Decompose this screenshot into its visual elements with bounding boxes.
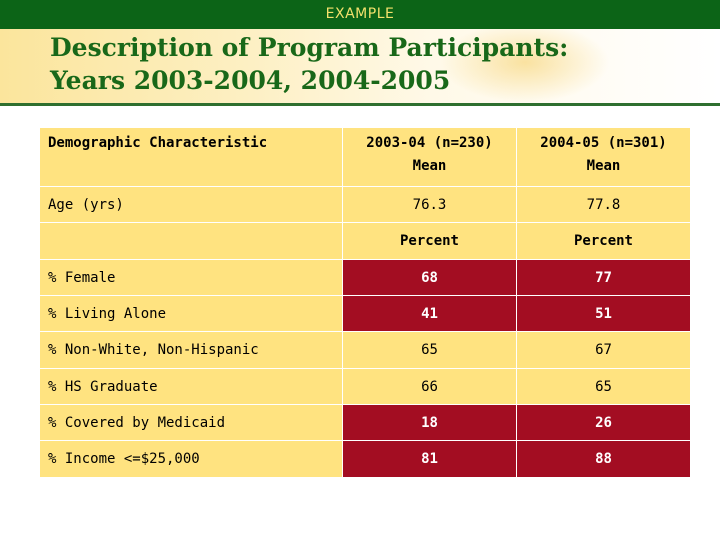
header-2004-05: 2004-05 (n=301) Mean: [516, 127, 691, 187]
row-label: % HS Graduate: [39, 368, 343, 405]
subheader-2003-04: Percent: [342, 222, 517, 260]
row-label: % Non-White, Non-Hispanic: [39, 331, 343, 369]
top-banner: EXAMPLE: [0, 0, 720, 29]
subheader-2004-05: Percent: [516, 222, 691, 260]
cell-2004-05: 67: [516, 331, 691, 369]
row-label: Age (yrs): [39, 186, 343, 223]
cell-2003-04: 41: [342, 295, 517, 332]
title-divider: [0, 103, 720, 106]
cell-2004-05: 77.8: [516, 186, 691, 223]
participants-table: Demographic Characteristic 2003-04 (n=23…: [39, 127, 691, 478]
table-header-row: Demographic Characteristic 2003-04 (n=23…: [39, 127, 691, 187]
cell-2004-05: 26: [516, 404, 691, 441]
cell-2003-04: 76.3: [342, 186, 517, 223]
title-decoration: [440, 29, 610, 103]
cell-2003-04: 65: [342, 331, 517, 369]
cell-2003-04: 68: [342, 259, 517, 296]
slide-title-line-2: Years 2003-2004, 2004-2005: [50, 66, 451, 95]
cell-2004-05: 77: [516, 259, 691, 296]
table-row: % Covered by Medicaid 18 26: [39, 404, 691, 441]
slide-title-line-1: Description of Program Participants:: [50, 33, 569, 62]
header-2004-05-label: 2004-05 (n=301): [540, 135, 667, 151]
table-row: % Female 68 77: [39, 259, 691, 296]
row-label: % Living Alone: [39, 295, 343, 332]
cell-2003-04: 18: [342, 404, 517, 441]
table-row: % Income <=$25,000 81 88: [39, 440, 691, 478]
header-2003-04-stat: Mean: [412, 158, 447, 174]
table-row: % Living Alone 41 51: [39, 295, 691, 332]
table-row: % HS Graduate 66 65: [39, 368, 691, 405]
row-label: % Female: [39, 259, 343, 296]
slide-title: Description of Program Participants: Yea…: [50, 31, 568, 97]
cell-2004-05: 65: [516, 368, 691, 405]
cell-2004-05: 88: [516, 440, 691, 478]
header-2003-04: 2003-04 (n=230) Mean: [342, 127, 517, 187]
header-characteristic: Demographic Characteristic: [39, 127, 343, 187]
header-2003-04-label: 2003-04 (n=230): [366, 135, 493, 151]
row-label: % Covered by Medicaid: [39, 404, 343, 441]
table-subheader-row: Percent Percent: [39, 222, 691, 260]
row-label: % Income <=$25,000: [39, 440, 343, 478]
row-label: [39, 222, 343, 260]
header-2004-05-stat: Mean: [586, 158, 621, 174]
table-row-age: Age (yrs) 76.3 77.8: [39, 186, 691, 223]
banner-label: EXAMPLE: [325, 6, 395, 22]
cell-2003-04: 66: [342, 368, 517, 405]
table-row: % Non-White, Non-Hispanic 65 67: [39, 331, 691, 369]
cell-2004-05: 51: [516, 295, 691, 332]
cell-2003-04: 81: [342, 440, 517, 478]
